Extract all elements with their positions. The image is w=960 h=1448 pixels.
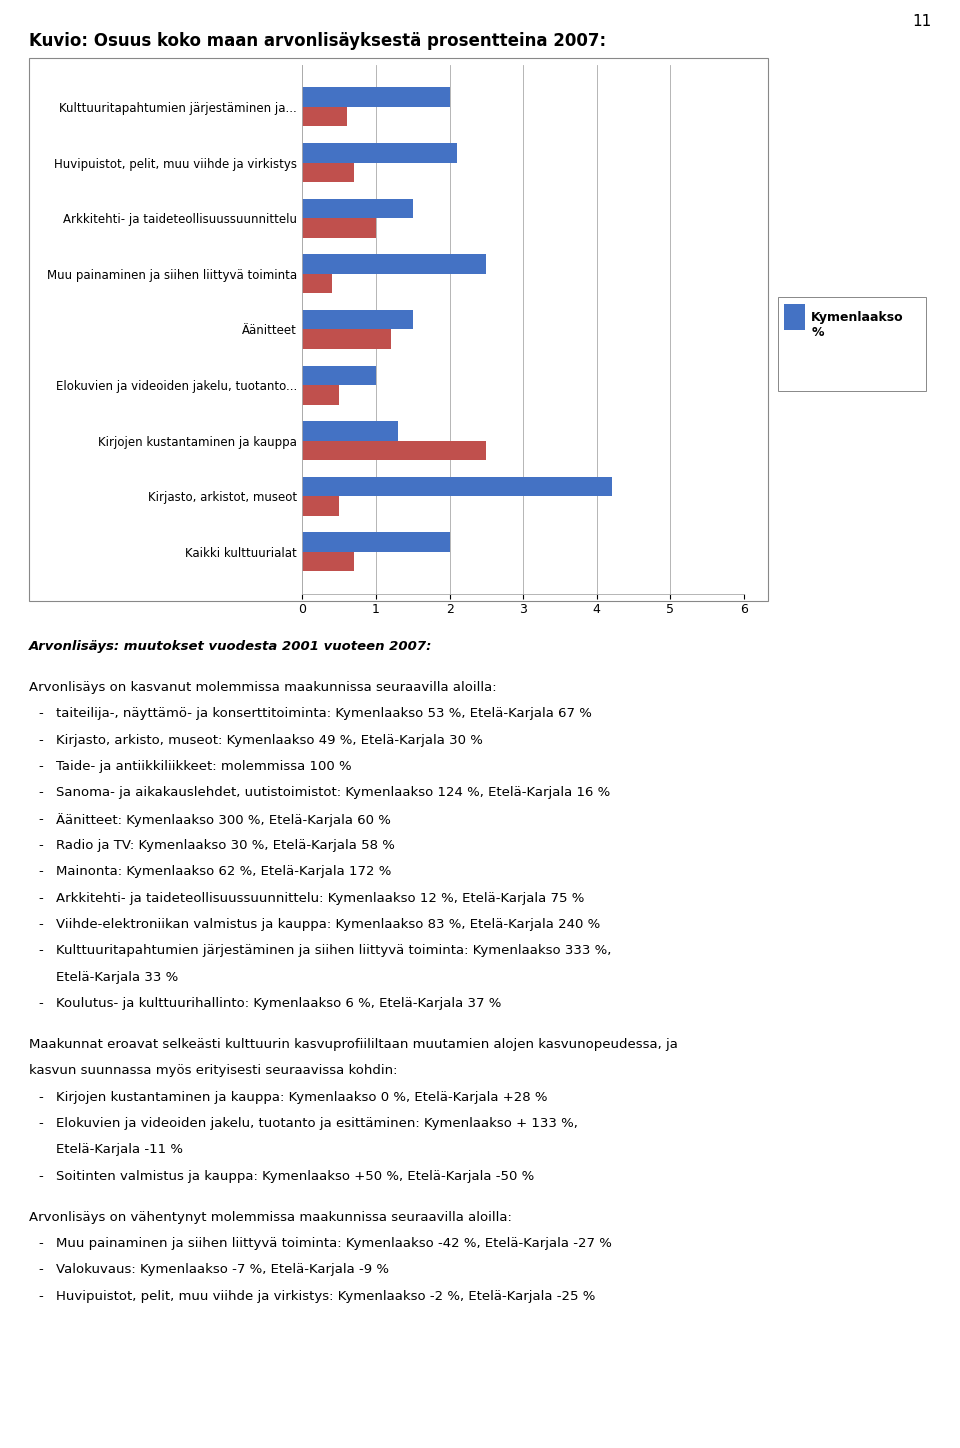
Bar (302, 552, 354, 572)
Bar (302, 198, 413, 219)
Bar (302, 255, 487, 274)
Bar (302, 385, 339, 404)
Text: Muu painaminen ja siihen liittyvä toiminta: Kymenlaakso -42 %, Etelä-Karjala -27: Muu painaminen ja siihen liittyvä toimin… (56, 1237, 612, 1250)
Text: Kymenlaakso
%: Kymenlaakso % (811, 311, 903, 339)
Text: Etelä-Karjala 33 %: Etelä-Karjala 33 % (56, 970, 178, 983)
Text: Mainonta: Kymenlaakso 62 %, Etelä-Karjala 172 %: Mainonta: Kymenlaakso 62 %, Etelä-Karjal… (56, 866, 391, 879)
Bar (302, 107, 347, 126)
Bar (302, 476, 612, 497)
Text: -: - (38, 1237, 43, 1250)
Text: Valokuvaus: Kymenlaakso -7 %, Etelä-Karjala -9 %: Valokuvaus: Kymenlaakso -7 %, Etelä-Karj… (56, 1263, 389, 1276)
Text: Arvonlisäys on vähentynyt molemmissa maakunnissa seuraavilla aloilla:: Arvonlisäys on vähentynyt molemmissa maa… (29, 1211, 512, 1224)
Text: Elokuvien ja videoiden jakelu, tuotanto ja esittäminen: Kymenlaakso + 133 %,: Elokuvien ja videoiden jakelu, tuotanto … (56, 1116, 578, 1129)
Text: Maakunnat eroavat selkeästi kulttuurin kasvuprofiililtaan muutamien alojen kasvu: Maakunnat eroavat selkeästi kulttuurin k… (29, 1038, 678, 1051)
Bar (302, 143, 457, 162)
Text: Kuvio: Osuus koko maan arvonlisäyksestä prosentteina 2007:: Kuvio: Osuus koko maan arvonlisäyksestä … (29, 32, 606, 49)
Text: -: - (38, 1290, 43, 1303)
Text: -: - (38, 1090, 43, 1103)
Bar (302, 365, 376, 385)
Text: 11: 11 (912, 14, 931, 29)
Text: -: - (38, 734, 43, 747)
Text: -: - (38, 760, 43, 773)
Text: Radio ja TV: Kymenlaakso 30 %, Etelä-Karjala 58 %: Radio ja TV: Kymenlaakso 30 %, Etelä-Kar… (56, 838, 395, 851)
Text: kasvun suunnassa myös erityisesti seuraavissa kohdin:: kasvun suunnassa myös erityisesti seuraa… (29, 1064, 397, 1077)
Text: -: - (38, 1116, 43, 1129)
Text: taiteilija-, näyttämö- ja konserttitoiminta: Kymenlaakso 53 %, Etelä-Karjala 67 : taiteilija-, näyttämö- ja konserttitoimi… (56, 707, 591, 720)
Text: Kirjojen kustantaminen ja kauppa: Kymenlaakso 0 %, Etelä-Karjala +28 %: Kirjojen kustantaminen ja kauppa: Kymenl… (56, 1090, 547, 1103)
Text: -: - (38, 944, 43, 957)
Bar (302, 219, 376, 237)
Text: -: - (38, 998, 43, 1011)
Text: -: - (38, 918, 43, 931)
Text: Soitinten valmistus ja kauppa: Kymenlaakso +50 %, Etelä-Karjala -50 %: Soitinten valmistus ja kauppa: Kymenlaak… (56, 1170, 534, 1183)
Bar (302, 421, 398, 440)
Text: -: - (38, 812, 43, 825)
Text: Kulttuuritapahtumien järjestäminen ja siihen liittyvä toiminta: Kymenlaakso 333 : Kulttuuritapahtumien järjestäminen ja si… (56, 944, 612, 957)
Text: Arkkitehti- ja taideteollisuussuunnittelu: Kymenlaakso 12 %, Etelä-Karjala 75 %: Arkkitehti- ja taideteollisuussuunnittel… (56, 892, 584, 905)
Text: Taide- ja antiikkiliikkeet: molemmissa 100 %: Taide- ja antiikkiliikkeet: molemmissa 1… (56, 760, 351, 773)
Text: -: - (38, 707, 43, 720)
Text: -: - (38, 866, 43, 879)
Bar (302, 497, 339, 515)
Text: -: - (38, 786, 43, 799)
Text: Sanoma- ja aikakauslehdet, uutistoimistot: Kymenlaakso 124 %, Etelä-Karjala 16 %: Sanoma- ja aikakauslehdet, uutistoimisto… (56, 786, 610, 799)
Bar (302, 440, 487, 460)
Text: Huvipuistot, pelit, muu viihde ja virkistys: Kymenlaakso -2 %, Etelä-Karjala -25: Huvipuistot, pelit, muu viihde ja virkis… (56, 1290, 595, 1303)
Bar (302, 310, 413, 330)
Text: -: - (38, 1170, 43, 1183)
Text: -: - (38, 1263, 43, 1276)
Bar (302, 162, 354, 182)
Bar (302, 330, 391, 349)
Text: -: - (38, 838, 43, 851)
Bar (302, 274, 332, 294)
Text: Viihde-elektroniikan valmistus ja kauppa: Kymenlaakso 83 %, Etelä-Karjala 240 %: Viihde-elektroniikan valmistus ja kauppa… (56, 918, 600, 931)
Text: Koulutus- ja kulttuurihallinto: Kymenlaakso 6 %, Etelä-Karjala 37 %: Koulutus- ja kulttuurihallinto: Kymenlaa… (56, 998, 501, 1011)
Bar (302, 533, 449, 552)
Text: Kirjasto, arkisto, museot: Kymenlaakso 49 %, Etelä-Karjala 30 %: Kirjasto, arkisto, museot: Kymenlaakso 4… (56, 734, 483, 747)
Text: Arvonlisäys: muutokset vuodesta 2001 vuoteen 2007:: Arvonlisäys: muutokset vuodesta 2001 vuo… (29, 640, 432, 653)
Text: Etelä-Karjala -11 %: Etelä-Karjala -11 % (56, 1144, 182, 1157)
Text: -: - (38, 892, 43, 905)
Text: Äänitteet: Kymenlaakso 300 %, Etelä-Karjala 60 %: Äänitteet: Kymenlaakso 300 %, Etelä-Karj… (56, 812, 391, 827)
Bar (302, 87, 449, 107)
Text: Arvonlisäys on kasvanut molemmissa maakunnissa seuraavilla aloilla:: Arvonlisäys on kasvanut molemmissa maaku… (29, 681, 496, 694)
